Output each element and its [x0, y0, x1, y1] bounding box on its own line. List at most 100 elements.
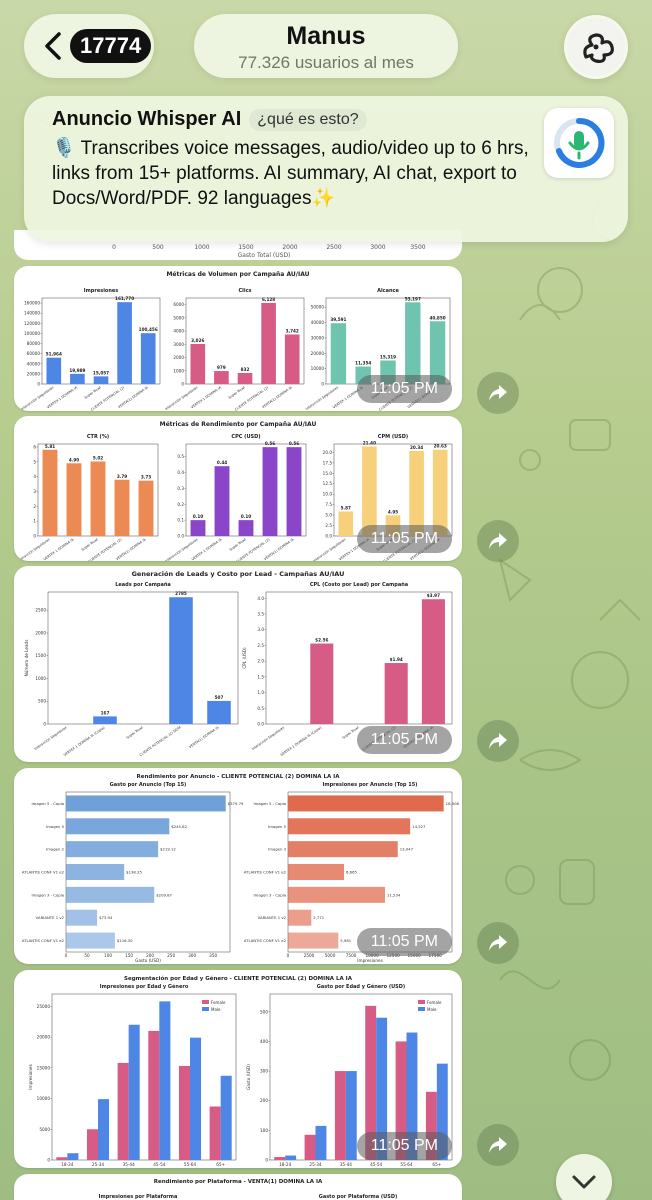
- share-button[interactable]: [477, 1124, 519, 1166]
- bar: [66, 463, 82, 536]
- y-tick-label: 2.5: [325, 523, 332, 528]
- data-label: 0.56: [289, 441, 299, 446]
- bar: [288, 864, 345, 880]
- bar: [288, 795, 444, 812]
- ad-info-link[interactable]: ¿qué es esto?: [249, 108, 367, 131]
- bar: [66, 886, 155, 903]
- y-tick-label: ATLANTIS CONF V1 e2: [244, 938, 287, 943]
- back-button[interactable]: 17774: [24, 14, 154, 78]
- chart-message-performance[interactable]: Métricas de Rendimiento por Campaña AU/I…: [14, 416, 462, 561]
- y-tick-label: 12.5: [323, 481, 333, 486]
- y-tick-label: 40000: [27, 361, 41, 366]
- y-tick-label: 2000: [173, 355, 184, 360]
- y-tick-label: 0.4: [177, 470, 184, 475]
- chart-image: Rendimiento por Plataforma - VENTA(1) DO…: [99, 1179, 398, 1200]
- chart-subtitle: Gasto por Plataforma (USD): [319, 1194, 398, 1200]
- bar: [128, 1024, 140, 1160]
- data-label: 3.73: [141, 475, 151, 480]
- data-label: 51,964: [46, 352, 62, 357]
- panel-title: Gasto por Anuncio (Top 15): [110, 782, 187, 788]
- bar: [285, 1155, 297, 1160]
- share-button[interactable]: [477, 922, 519, 964]
- bar: [262, 447, 278, 536]
- prev-tick: 2000: [282, 244, 297, 251]
- chart-message-platform[interactable]: Rendimiento por Plataforma - VENTA(1) DO…: [14, 1174, 462, 1200]
- bar: [93, 716, 117, 724]
- bot-avatar[interactable]: [564, 15, 628, 79]
- bar: [330, 323, 347, 384]
- data-label: $116.30: [117, 938, 133, 943]
- y-axis-label: CPL (USD): [242, 647, 247, 669]
- y-tick-label: Imagen 5 - Copia: [254, 801, 286, 806]
- bar: [261, 302, 276, 384]
- bar: [220, 1075, 232, 1160]
- y-tick-label: Imagen 5: [46, 824, 65, 829]
- y-tick-label: Imagen 2: [46, 847, 65, 852]
- y-tick-label: ATLANTIS CONF V1 e2: [244, 870, 287, 875]
- chart-message-volume[interactable]: Métricas de Volumen por Campaña AU/IAU I…: [14, 266, 462, 411]
- x-tick-label: 0: [65, 953, 68, 958]
- data-label: 979: [217, 365, 226, 370]
- bar: [405, 302, 421, 384]
- data-label: 6,128: [262, 297, 275, 302]
- y-tick-label: 80000: [27, 341, 41, 346]
- share-button[interactable]: [477, 520, 519, 562]
- x-tick-label: 100: [104, 953, 112, 958]
- bar: [66, 818, 170, 835]
- y-tick-label: 0.2: [177, 502, 184, 507]
- prev-tick: 2500: [326, 244, 341, 251]
- data-label: $379.79: [228, 801, 244, 806]
- data-label: 2,771: [313, 915, 324, 920]
- x-tick-label: 350: [209, 953, 217, 958]
- chart-title: Métricas de Volumen por Campaña AU/IAU: [166, 271, 309, 278]
- y-tick-label: 15000: [37, 1065, 51, 1070]
- bar: [429, 321, 446, 384]
- y-tick-label: 60000: [27, 351, 41, 356]
- y-tick-label: 6000: [173, 302, 184, 307]
- bar: [140, 333, 156, 384]
- panel-title: CPM (USD): [378, 434, 408, 440]
- y-tick-label: 0: [47, 1158, 50, 1163]
- forward-arrow-icon: [489, 533, 507, 549]
- y-tick-label: 3.5: [257, 612, 264, 617]
- chart-message-demographics[interactable]: Segmentación por Edad y Género - CLIENTE…: [14, 970, 462, 1168]
- message-time: 11:05 PM: [356, 375, 452, 403]
- prev-tick: 0: [112, 244, 116, 251]
- bar: [93, 376, 109, 384]
- y-tick-label: 0: [37, 382, 40, 387]
- x-axis-label: Impresiones: [357, 958, 383, 963]
- y-tick-label: 10000: [311, 366, 325, 371]
- share-button[interactable]: [477, 372, 519, 414]
- x-tick-label: 45-54: [153, 1162, 166, 1167]
- data-label: $209.87: [156, 892, 172, 897]
- bar: [66, 932, 115, 949]
- data-label: 15,319: [380, 354, 396, 359]
- chart-message-leads[interactable]: Generación de Leads y Costo por Lead - C…: [14, 566, 462, 762]
- y-tick-label: 3000: [173, 342, 184, 347]
- share-button[interactable]: [477, 720, 519, 762]
- y-tick-label: 0: [33, 534, 36, 539]
- y-tick-label: 300: [260, 1069, 268, 1074]
- chat-title-area[interactable]: Manus 77.326 usuarios al mes: [194, 14, 458, 78]
- y-tick-label: 5000: [39, 1127, 50, 1132]
- bar: [138, 480, 154, 536]
- bar: [284, 334, 300, 384]
- y-tick-label: 0.5: [177, 454, 184, 459]
- bar: [66, 909, 98, 926]
- y-tick-label: ATLANTIS CONF V1 e2: [22, 938, 65, 943]
- y-tick-label: 7.5: [325, 502, 332, 507]
- y-tick-label: 0.5: [257, 706, 264, 711]
- y-tick-label: 100000: [24, 331, 40, 336]
- chart-message-ads[interactable]: Rendimiento por Anuncio - CLIENTE POTENC…: [14, 768, 462, 964]
- y-tick-label: 30000: [311, 335, 325, 340]
- sponsored-ad-banner[interactable]: Anuncio Whisper AI ¿qué es esto? 🎙️ Trans…: [24, 96, 628, 242]
- scroll-to-bottom-button[interactable]: [556, 1154, 612, 1200]
- y-tick-label: 1.0: [257, 690, 264, 695]
- x-tick-label: VERTEX 1 DOMINA IA (Copia): [63, 725, 106, 757]
- x-tick-label: 5000: [325, 953, 336, 958]
- bar: [214, 466, 230, 536]
- legend-swatch: [202, 1000, 209, 1004]
- bar: [159, 1001, 171, 1160]
- bar: [66, 864, 125, 880]
- y-tick-label: 15.0: [323, 471, 333, 476]
